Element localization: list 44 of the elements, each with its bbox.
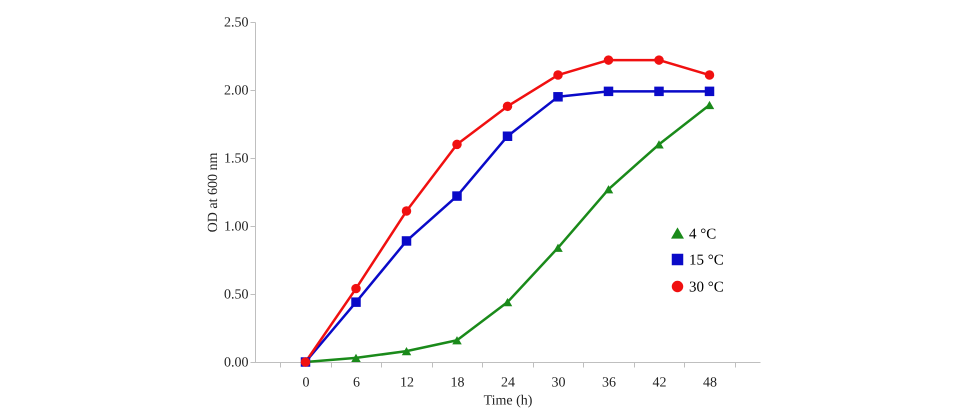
point bbox=[604, 86, 614, 96]
x-tick-label: 48 bbox=[703, 376, 717, 390]
point bbox=[704, 100, 714, 110]
x-tick-label: 12 bbox=[400, 376, 414, 390]
point bbox=[452, 140, 462, 150]
point bbox=[402, 206, 412, 216]
y-tick-label: 0.00 bbox=[224, 356, 248, 370]
point bbox=[654, 55, 664, 65]
point bbox=[351, 354, 361, 362]
point bbox=[502, 102, 512, 112]
point bbox=[553, 92, 563, 102]
x-tick-label: 36 bbox=[602, 376, 616, 390]
x-tick-label: 0 bbox=[302, 376, 310, 390]
y-tick-label: 0.50 bbox=[224, 288, 248, 302]
legend-label: 15 °C bbox=[689, 252, 724, 268]
y-tick-label: 1.00 bbox=[224, 220, 248, 234]
point bbox=[604, 185, 614, 194]
point bbox=[654, 86, 664, 96]
point bbox=[704, 86, 714, 96]
x-tick-label: 30 bbox=[552, 376, 566, 390]
x-tick-label: 18 bbox=[450, 376, 464, 390]
point bbox=[553, 244, 563, 252]
legend-label: 4 °C bbox=[689, 226, 716, 242]
x-tick-label: 6 bbox=[353, 376, 360, 390]
point bbox=[452, 191, 462, 201]
point bbox=[351, 284, 361, 294]
point bbox=[502, 131, 512, 141]
y-tick-label: 2.00 bbox=[224, 84, 248, 98]
x-tick-label: 42 bbox=[652, 376, 666, 390]
point bbox=[402, 347, 412, 356]
point bbox=[704, 70, 714, 80]
point bbox=[604, 55, 614, 65]
y-tick-label: 1.50 bbox=[224, 152, 248, 166]
point bbox=[402, 236, 412, 246]
y-axis-title: OD at 600 nm bbox=[206, 152, 221, 232]
point bbox=[351, 297, 361, 307]
point bbox=[654, 140, 664, 149]
point bbox=[452, 336, 462, 344]
x-axis-title: Time (h) bbox=[484, 394, 533, 408]
y-tick-label: 2.50 bbox=[224, 16, 248, 30]
x-tick-label: 24 bbox=[501, 376, 515, 390]
point bbox=[502, 298, 512, 306]
legend-label: 30 °C bbox=[689, 280, 724, 296]
point bbox=[553, 70, 563, 80]
